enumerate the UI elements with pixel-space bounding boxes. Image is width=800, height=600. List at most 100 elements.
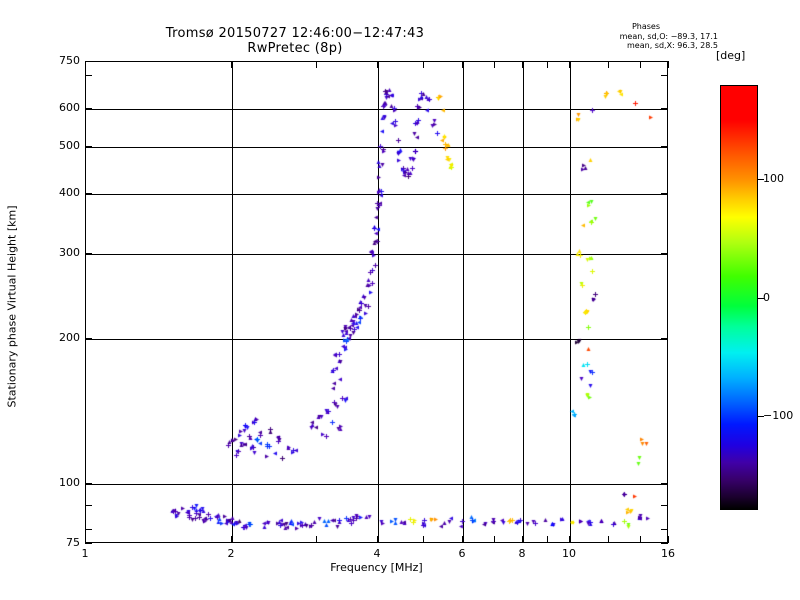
data-point xyxy=(307,521,315,529)
data-point xyxy=(205,510,213,518)
y-tick xyxy=(85,75,92,76)
data-point xyxy=(413,133,421,141)
data-point xyxy=(331,517,339,525)
data-point xyxy=(241,422,249,430)
data-point xyxy=(642,440,650,448)
data-point xyxy=(248,443,256,451)
data-point xyxy=(339,394,347,402)
data-point xyxy=(523,519,531,527)
x-tick-bottom xyxy=(668,536,669,543)
data-point xyxy=(385,92,393,100)
colorbar-tick xyxy=(758,179,764,180)
y-tick xyxy=(85,108,92,109)
x-tick xyxy=(522,61,523,68)
x-tick-bottom xyxy=(423,536,424,543)
data-point xyxy=(579,165,587,173)
y-tick xyxy=(85,505,92,506)
data-point xyxy=(406,516,414,524)
data-point xyxy=(577,251,585,259)
data-point xyxy=(569,519,577,527)
data-point xyxy=(425,96,433,104)
data-point xyxy=(636,454,644,462)
data-point xyxy=(303,521,311,529)
data-point xyxy=(512,519,520,527)
data-point xyxy=(587,157,595,165)
colorbar-unit-label: [deg] xyxy=(716,49,746,62)
data-point xyxy=(316,515,324,523)
data-point xyxy=(585,323,593,331)
y-tick-right xyxy=(661,108,668,109)
data-point xyxy=(570,411,578,419)
data-point xyxy=(387,517,395,525)
data-point xyxy=(385,86,393,94)
data-point xyxy=(288,448,296,456)
data-point xyxy=(253,437,261,445)
data-point xyxy=(585,394,593,402)
data-point xyxy=(343,330,351,338)
y-tick-label: 200 xyxy=(59,331,80,344)
data-point xyxy=(647,114,655,122)
x-tick xyxy=(462,61,463,68)
x-tick xyxy=(569,61,570,68)
x-tick-label: 8 xyxy=(518,547,526,560)
data-point xyxy=(395,157,403,165)
data-point xyxy=(246,435,254,443)
data-point xyxy=(320,518,328,526)
data-point xyxy=(238,442,246,450)
y-tick-right xyxy=(661,338,668,339)
data-point xyxy=(448,161,456,169)
x-tick xyxy=(85,61,86,68)
data-point xyxy=(240,523,248,531)
data-point xyxy=(373,213,381,221)
data-point xyxy=(588,219,596,227)
data-point xyxy=(251,419,259,427)
x-tick-label: 2 xyxy=(227,547,235,560)
data-point xyxy=(374,225,382,233)
data-point xyxy=(630,493,638,501)
data-point xyxy=(381,112,389,120)
data-point xyxy=(331,351,339,359)
colorbar-tick xyxy=(758,416,764,417)
data-point xyxy=(458,518,466,526)
data-point xyxy=(576,517,584,525)
data-point xyxy=(375,158,383,166)
data-point xyxy=(412,147,420,155)
data-point xyxy=(438,136,446,144)
data-point xyxy=(264,518,272,526)
title-line-1: Tromsø 20150727 12:46:00−12:47:43 xyxy=(165,26,425,41)
data-point xyxy=(329,367,337,375)
y-tick xyxy=(85,253,92,254)
data-point xyxy=(579,281,587,289)
data-point xyxy=(284,444,292,452)
data-point xyxy=(436,93,444,101)
x-tick-bottom xyxy=(316,536,317,543)
data-point xyxy=(591,215,599,223)
data-point xyxy=(336,425,344,433)
data-point xyxy=(441,519,449,527)
data-point xyxy=(368,248,376,256)
plot-area[interactable] xyxy=(85,61,668,543)
y-tick-right xyxy=(661,193,668,194)
data-point xyxy=(316,412,324,420)
data-point xyxy=(588,369,596,377)
data-point xyxy=(333,522,341,530)
data-point xyxy=(410,155,418,163)
data-point xyxy=(347,519,355,527)
x-tick xyxy=(668,61,669,68)
y-tick-right xyxy=(661,61,668,62)
gridline-vertical xyxy=(378,62,379,542)
colorbar[interactable] xyxy=(720,85,758,510)
y-tick xyxy=(85,146,92,147)
data-point xyxy=(308,418,316,426)
data-point xyxy=(387,102,395,110)
data-point xyxy=(235,518,243,526)
y-tick xyxy=(85,543,92,544)
data-point xyxy=(575,115,583,123)
data-point xyxy=(590,296,598,304)
gridline-horizontal xyxy=(86,147,667,148)
data-point xyxy=(216,516,224,524)
x-tick-bottom xyxy=(377,536,378,543)
y-tick-label: 400 xyxy=(59,186,80,199)
data-point xyxy=(221,512,228,520)
